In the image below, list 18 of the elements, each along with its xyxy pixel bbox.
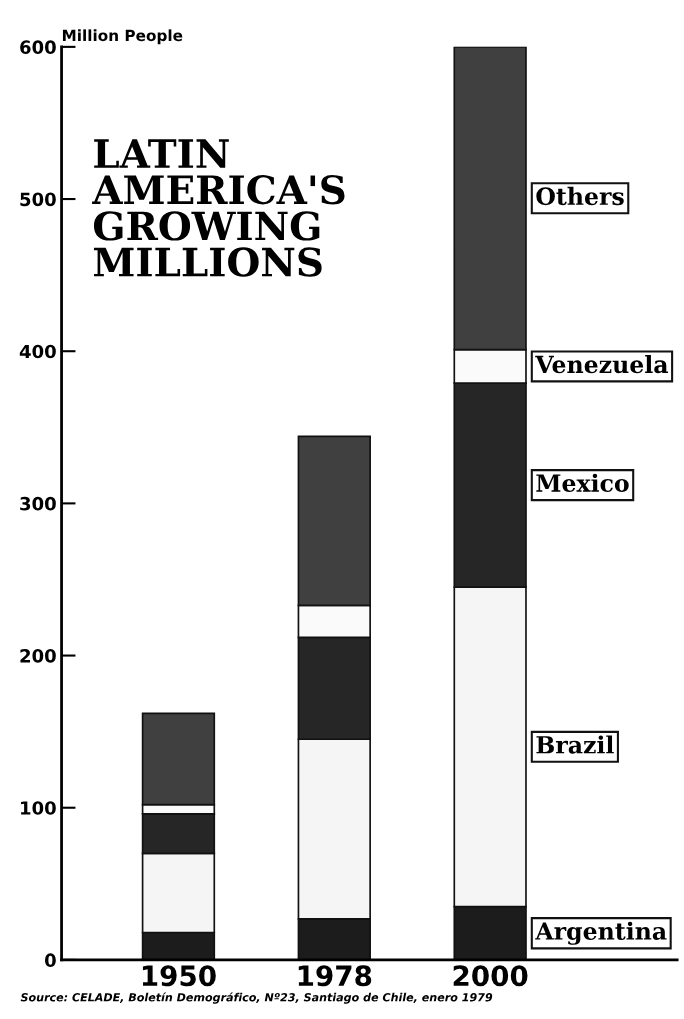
y-axis-title: Million People xyxy=(62,29,183,45)
series-label: Others xyxy=(536,186,624,206)
y-tick-label: 500 xyxy=(20,192,56,207)
y-tick-label: 0 xyxy=(45,953,56,968)
y-tick-label: 400 xyxy=(19,344,56,359)
y-tick-label: 200 xyxy=(20,649,56,663)
series-label: Mexico xyxy=(536,473,629,492)
series-label: Brazil xyxy=(536,735,614,754)
x-tick-label: 2000 xyxy=(453,965,528,987)
series-label: Argentina xyxy=(535,921,667,945)
source-note: Source: CELADE, Boletín Demográfico, Nº23, Santiago de Chile, enero 1979 xyxy=(20,992,493,1004)
y-tick-label: 600 xyxy=(20,40,56,54)
text: LATIN AMERICA'S GROWING MILLIONS xyxy=(92,139,345,277)
x-tick-label: 1950 xyxy=(142,965,216,987)
y-tick-label: 300 xyxy=(20,496,56,511)
series-label: Venezuela xyxy=(535,355,669,374)
y-tick-label: 100 xyxy=(21,801,56,815)
x-tick-label: 1978 xyxy=(298,965,372,987)
